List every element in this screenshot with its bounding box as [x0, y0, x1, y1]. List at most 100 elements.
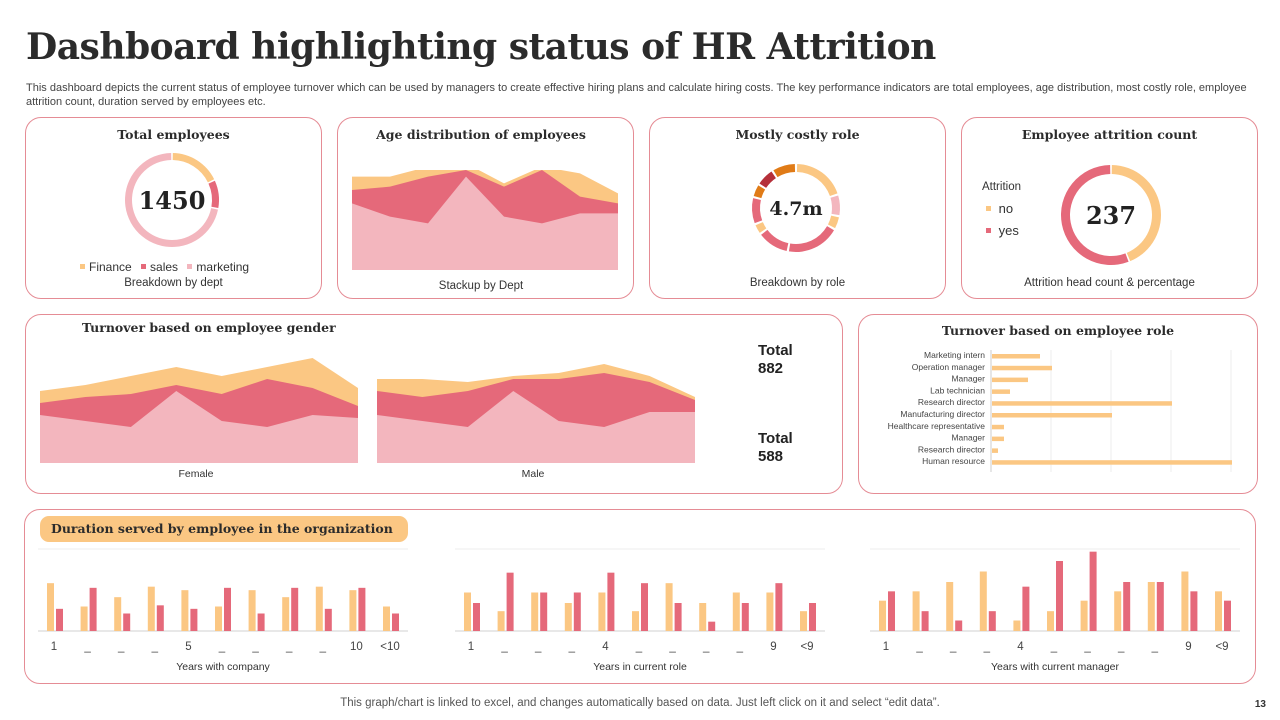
- hbar-label: Operation manager: [912, 362, 985, 372]
- hbar-bar: [992, 448, 998, 453]
- duration-tick: 4: [602, 641, 609, 653]
- hbar-bar: [992, 401, 1172, 406]
- duration-xlabel: Years with current manager: [991, 661, 1120, 673]
- costly-role-title: Mostly costly role: [735, 127, 860, 142]
- duration-bar-a: [979, 571, 987, 631]
- duration-bar-b: [1123, 582, 1131, 631]
- duration-bar-b: [1056, 561, 1063, 631]
- duration-tick: _: [285, 641, 293, 653]
- duration-bar-a: [497, 611, 505, 631]
- legend-swatch-yes: [986, 228, 991, 233]
- hbar-label: Human resource: [922, 456, 985, 466]
- duration-tick: <10: [380, 641, 400, 653]
- years-with-company-chart: 1 _ _ _ 5 _ _ _ _ 10 <10 Years with company: [38, 548, 408, 673]
- duration-xlabel: Years with company: [176, 661, 270, 673]
- duration-bar-a: [1013, 620, 1021, 631]
- attrition-donut: [1061, 165, 1161, 265]
- duration-tick: _: [702, 641, 710, 653]
- duration-bar-b: [741, 603, 749, 631]
- duration-tick: 4: [1017, 641, 1024, 653]
- duration-tick: 5: [185, 641, 191, 653]
- duration-tick: _: [151, 641, 159, 653]
- duration-tick: 1: [51, 641, 57, 653]
- female-series-pink: [40, 391, 358, 463]
- duration-bar-b: [988, 611, 996, 631]
- duration-tick: 9: [1185, 641, 1191, 653]
- duration-bar-a: [879, 600, 886, 631]
- hbar-label: Healthcare representative: [888, 421, 986, 431]
- total-male-value: 588: [758, 448, 784, 465]
- hbar-label: Manager: [951, 433, 985, 443]
- role-slice-4: [761, 229, 789, 251]
- duration-tick: <9: [800, 641, 813, 653]
- duration-bar-b: [89, 587, 97, 631]
- duration-bar-a: [665, 583, 673, 631]
- attrition-legend-yes: yes: [980, 223, 1019, 238]
- hbar-bar: [992, 460, 1232, 465]
- costly-role-card: [649, 117, 946, 299]
- duration-tick: _: [251, 641, 259, 653]
- legend-no-label: no: [998, 201, 1014, 216]
- gender-turnover-title: Turnover based on employee gender: [82, 320, 336, 335]
- duration-bar-b: [324, 608, 332, 631]
- hbar-bar: [992, 354, 1040, 359]
- hbar-label: Marketing intern: [924, 350, 985, 360]
- legend-swatch-sales: [141, 264, 147, 269]
- legend-swatch-no: [986, 206, 991, 211]
- duration-bar-a: [1181, 571, 1189, 631]
- duration-bar-a: [564, 603, 572, 631]
- duration-bar-a: [383, 606, 390, 631]
- hbar-bar: [992, 436, 1004, 442]
- duration-bar-b: [1190, 591, 1198, 631]
- duration-bar-b: [674, 603, 682, 631]
- duration-bar-a: [114, 597, 122, 631]
- legend-finance: Finance: [89, 260, 132, 274]
- age-distribution-caption: Stackup by Dept: [438, 280, 524, 292]
- total-female: Total 882: [758, 342, 793, 378]
- costly-role-caption: Breakdown by role: [749, 277, 846, 289]
- role-slice-9: [773, 164, 796, 178]
- duration-title: Duration served by employee in the organ…: [40, 516, 408, 542]
- attrition-legend-no: no: [980, 201, 1013, 216]
- duration-bar-b: [224, 587, 231, 631]
- duration-bar-a: [147, 586, 155, 631]
- legend-swatch-finance: [80, 264, 85, 269]
- duration-xlabel: Years in current role: [593, 661, 687, 673]
- hbar-bar: [992, 424, 1004, 430]
- duration-bar-b: [921, 611, 929, 631]
- female-label: Female: [178, 468, 214, 480]
- duration-bar-b: [809, 603, 816, 631]
- duration-bar-a: [248, 590, 256, 631]
- page-title: Dashboard highlighting status of HR Attr…: [26, 26, 936, 68]
- role-slice-5: [755, 222, 767, 233]
- attrition-caption: Attrition head count & percentage: [1024, 277, 1195, 289]
- duration-bar-a: [766, 592, 774, 631]
- duration-bar-a: [531, 592, 539, 631]
- attrition-count-title: Employee attrition count: [1021, 127, 1198, 142]
- duration-bar-a: [1147, 582, 1155, 631]
- duration-tick: _: [568, 641, 576, 653]
- role-slice-0: [796, 164, 838, 196]
- duration-bar-b: [473, 603, 480, 631]
- duration-tick: _: [736, 641, 744, 653]
- hbar-label: Research director: [918, 444, 985, 454]
- age-series-marketing: [352, 176, 618, 270]
- duration-tick: _: [319, 641, 327, 653]
- duration-tick: _: [534, 641, 542, 653]
- duration-tick: _: [915, 641, 923, 653]
- legend-swatch-marketing: [187, 264, 193, 269]
- total-employees-legend: Finance sales marketing: [74, 260, 249, 274]
- years-with-current-manager-chart: 1 _ _ _ 4 _ _ _ _ 9 <9 Years with current manager: [870, 548, 1240, 673]
- duration-bar-a: [215, 606, 222, 631]
- hbar-label: Lab technician: [930, 385, 985, 395]
- years-in-current-role-chart: 1 _ _ _ 4 _ _ _ _ 9 <9 Years in current role: [455, 548, 825, 673]
- role-slice-6: [752, 198, 763, 224]
- duration-tick: _: [635, 641, 643, 653]
- duration-bar-b: [775, 583, 783, 631]
- duration-bar-a: [598, 592, 606, 631]
- role-slice-7: [753, 185, 766, 199]
- role-slice-2: [827, 215, 839, 229]
- duration-bar-a: [80, 606, 88, 631]
- duration-tick: _: [1117, 641, 1125, 653]
- duration-bar-b: [641, 583, 648, 631]
